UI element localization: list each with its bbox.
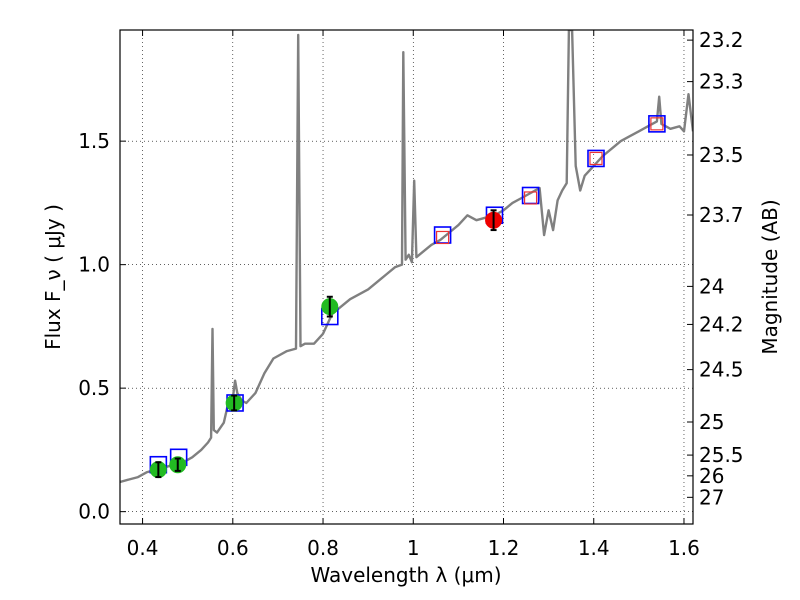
mag-tick-label: 23.2	[699, 28, 744, 52]
y2-axis-label: Magnitude (AB)	[758, 199, 782, 354]
x-tick-label: 1.4	[578, 536, 610, 560]
mag-tick-label: 23.5	[699, 143, 744, 167]
observed-point	[485, 209, 503, 232]
x-tick-label: 0.8	[307, 536, 339, 560]
red-square-marker	[435, 230, 450, 245]
mag-tick-label: 24.2	[699, 312, 744, 336]
y-tick-label: 0.5	[78, 376, 110, 400]
mag-tick-label: 27	[699, 485, 724, 509]
observed-point	[169, 456, 187, 474]
y-tick-label: 0.0	[78, 500, 110, 524]
red-square-marker	[650, 117, 664, 131]
mag-tick-label: 26	[699, 464, 724, 488]
blue-square-marker	[648, 115, 666, 133]
x-tick-label: 1.2	[488, 536, 520, 560]
y-tick-label: 1.0	[78, 253, 110, 277]
spectrum-line	[120, 30, 693, 484]
x-tick-label: 0.6	[217, 536, 249, 560]
y-axis-label: Flux F_ν ( μJy )	[41, 204, 65, 350]
mag-tick-label: 23.7	[699, 203, 744, 227]
mag-tick-label: 24	[699, 274, 724, 298]
series-layer	[120, 30, 693, 484]
observed-point	[149, 461, 167, 479]
blue-square-marker	[587, 149, 605, 168]
ticks: 0.4 0.6 0.8 1 1.2 1.4 1.6 0.0 0.5 1.0 1.5 23.2 23.3 2…	[78, 28, 743, 560]
x-axis-label: Wavelength λ (μm)	[310, 563, 501, 587]
plot-background	[120, 30, 693, 524]
x-tick-label: 1.6	[668, 536, 700, 560]
plot-frame	[119, 29, 694, 525]
red-square-marker	[589, 151, 603, 166]
observed-point	[321, 295, 339, 318]
mag-tick-label: 23.3	[699, 70, 744, 94]
mag-tick-label: 24.5	[699, 358, 744, 382]
mag-tick-label: 25	[699, 410, 724, 434]
x-tick-label: 1	[407, 536, 420, 560]
x-tick-label: 0.4	[127, 536, 159, 560]
mag-tick-label: 25.5	[699, 443, 744, 467]
observed-point	[225, 394, 243, 412]
red-square-marker	[523, 191, 538, 205]
y-tick-label: 1.5	[78, 129, 110, 153]
